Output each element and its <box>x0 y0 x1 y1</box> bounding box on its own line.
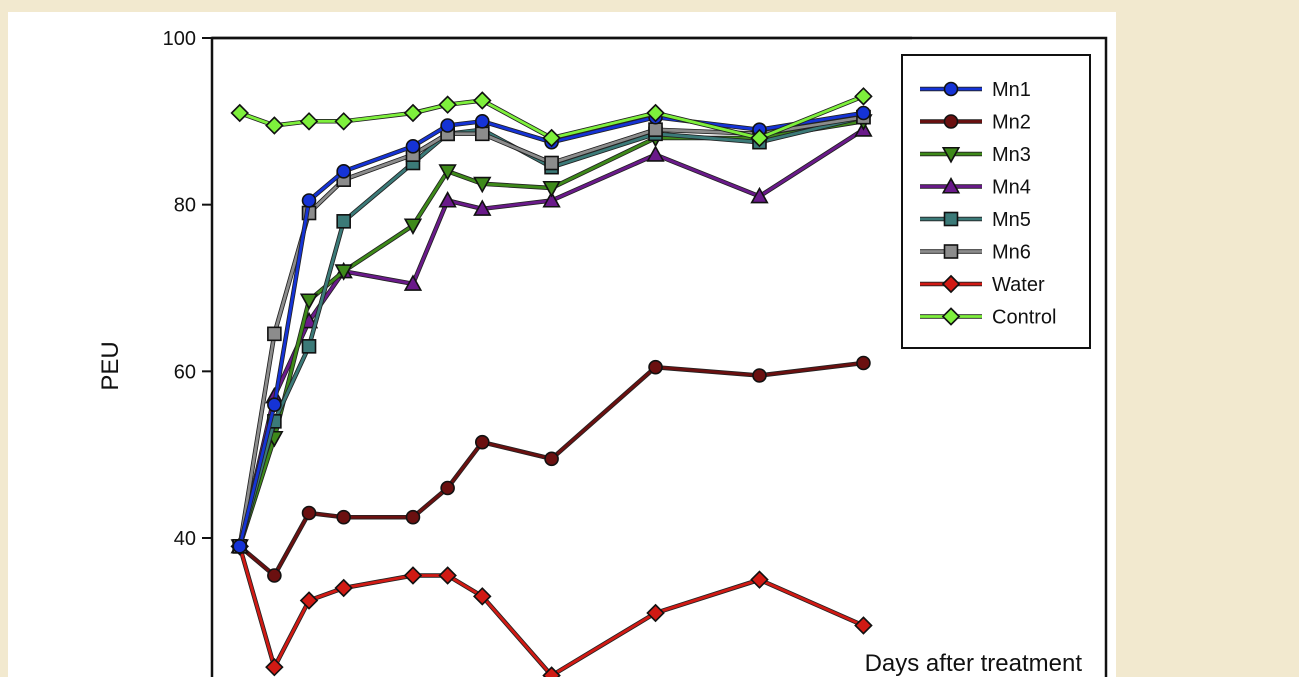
data-point <box>299 293 319 310</box>
data-point <box>336 164 351 179</box>
y-tick-label: 80 <box>174 195 196 217</box>
data-point <box>473 176 492 194</box>
data-point <box>438 566 457 585</box>
data-point <box>440 480 455 496</box>
legend-item-water: Water <box>920 274 1045 296</box>
data-point <box>941 307 961 326</box>
data-point <box>473 91 492 110</box>
data-point <box>301 505 317 521</box>
data-point <box>856 355 871 371</box>
legend-item-mn3: Mn3 <box>920 144 1031 166</box>
legend-item-mn5: Mn5 <box>920 209 1031 231</box>
data-point <box>648 359 663 375</box>
data-point <box>438 191 457 208</box>
data-point <box>301 193 317 208</box>
data-point <box>473 199 492 216</box>
data-point <box>405 139 421 154</box>
data-point <box>646 145 665 162</box>
data-point <box>542 666 561 677</box>
data-point <box>267 397 282 412</box>
data-point <box>646 603 665 623</box>
data-point <box>941 177 961 194</box>
data-point <box>474 434 490 450</box>
data-point <box>646 103 665 123</box>
x-axis-title: Days after treatment <box>865 650 1083 677</box>
data-point <box>405 509 421 525</box>
legend-box <box>901 54 1091 349</box>
data-point <box>403 274 423 291</box>
data-point <box>856 105 871 121</box>
data-point <box>943 244 959 259</box>
data-point <box>943 81 959 97</box>
data-point <box>854 87 873 106</box>
legend-label: Control <box>992 307 1056 329</box>
data-point <box>334 112 353 131</box>
legend-label: Mn4 <box>992 177 1031 199</box>
data-point <box>267 568 282 583</box>
data-point <box>544 155 559 171</box>
data-point <box>299 591 319 610</box>
y-axis-title: PEU <box>97 341 124 390</box>
data-point <box>438 164 457 181</box>
data-point <box>750 128 769 148</box>
data-point <box>403 103 423 123</box>
data-point <box>542 128 561 148</box>
data-point <box>299 112 319 131</box>
data-point <box>403 218 423 235</box>
series-control <box>230 87 873 148</box>
legend-item-mn1: Mn1 <box>920 79 1031 101</box>
data-point <box>752 368 767 383</box>
legend-label: Mn6 <box>992 242 1031 264</box>
legend-label: Mn1 <box>992 79 1031 101</box>
legend-item-control: Control <box>920 307 1056 329</box>
data-point <box>230 103 249 123</box>
data-point <box>265 657 284 677</box>
series-layer <box>230 87 873 677</box>
legend-item-mn4: Mn4 <box>920 177 1031 199</box>
legend-label: Mn2 <box>992 112 1031 134</box>
data-point <box>336 509 351 525</box>
data-point <box>544 451 559 467</box>
series-mn1 <box>232 105 871 554</box>
data-point <box>750 186 769 204</box>
data-point <box>267 326 282 342</box>
data-point <box>941 274 961 294</box>
data-point <box>750 570 769 589</box>
legend-label: Mn3 <box>992 144 1031 166</box>
series-mn2 <box>232 355 871 583</box>
data-point <box>336 214 351 229</box>
data-point <box>334 264 353 281</box>
data-point <box>542 180 561 198</box>
legend-item-mn6: Mn6 <box>920 242 1031 264</box>
data-point <box>232 539 248 554</box>
legend-label: Water <box>992 274 1045 296</box>
data-point <box>403 566 423 585</box>
data-point <box>542 191 561 208</box>
data-point <box>474 126 490 142</box>
legend-label: Mn5 <box>992 209 1031 231</box>
data-point <box>648 122 663 137</box>
data-point <box>474 114 490 129</box>
y-axis-ticks: 40 60 80 100 <box>163 28 212 550</box>
data-point <box>440 118 455 133</box>
data-point <box>941 146 961 164</box>
data-point <box>334 578 353 598</box>
y-tick-label: 60 <box>174 361 196 383</box>
legend-item-mn2: Mn2 <box>920 112 1031 134</box>
data-point <box>854 616 873 635</box>
data-point <box>265 116 284 135</box>
data-point <box>473 587 492 606</box>
y-tick-label: 40 <box>174 528 196 550</box>
data-point <box>943 211 959 227</box>
data-point <box>301 339 317 354</box>
data-point <box>943 114 959 129</box>
data-point <box>438 95 457 114</box>
y-tick-label: 100 <box>163 28 196 50</box>
legend: Mn1 Mn2 Mn3 Mn4 Mn5 Mn6 Water Control <box>901 54 1091 349</box>
